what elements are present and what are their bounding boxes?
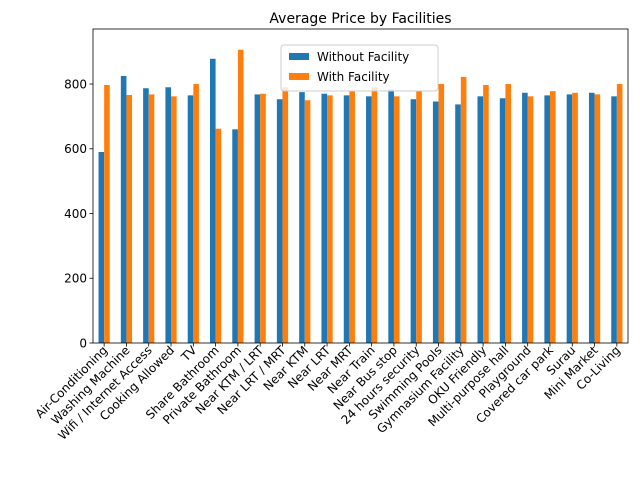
bar-with-23 [616,84,623,343]
bar-with-7 [260,93,266,343]
bar-without-13 [388,89,394,343]
chart-title: Average Price by Facilities [269,11,451,27]
bar-with-11 [349,90,355,344]
bar-with-10 [327,95,333,343]
y-ticks-layer: 0 200 400 600 800 [64,77,93,350]
bar-with-14 [416,90,422,344]
bar-without-20 [544,95,550,343]
bar-without-12 [366,96,372,343]
bar-without-8 [276,99,283,343]
y-tick-label-3: 600 [64,142,87,156]
bar-without-7 [254,94,261,343]
bar-without-2 [143,88,149,344]
bar-without-15 [432,101,439,343]
bar-with-3 [171,96,177,343]
bar-without-1 [120,75,127,343]
bar-with-16 [460,76,467,344]
bar-with-21 [572,92,578,343]
y-tick-label-2: 400 [64,207,87,221]
bar-with-2 [148,94,155,343]
bar-with-18 [505,84,511,343]
y-tick-label-0: 0 [79,336,87,350]
bar-with-19 [527,96,534,343]
bar-without-18 [499,98,506,343]
bars-layer [98,49,623,344]
y-tick-label-4: 800 [64,77,87,91]
legend-swatch-0 [289,53,309,60]
y-tick-label-1: 200 [64,272,87,286]
legend: Without Facility With Facility [280,44,439,92]
bar-with-9 [304,100,311,343]
bar-with-15 [438,84,445,343]
bar-without-5 [210,58,216,344]
bar-without-4 [187,95,194,343]
bar-with-8 [282,87,289,344]
bar-without-9 [299,92,305,343]
bar-without-11 [343,95,350,343]
bar-with-0 [104,85,110,343]
bar-without-10 [321,93,328,343]
axes-frame [92,28,629,344]
bar-without-3 [165,87,172,344]
bar-with-5 [215,128,222,343]
legend-swatch-1 [289,73,309,80]
bar-with-22 [594,94,601,343]
legend-label-1: With Facility [317,70,390,84]
bar-without-0 [98,152,105,343]
bar-without-23 [611,96,617,343]
bar-without-16 [455,104,461,343]
bar-without-17 [477,96,484,343]
legend-label-0: Without Facility [317,50,409,64]
bar-without-21 [566,94,573,343]
bar-with-20 [549,91,556,343]
bar-without-22 [588,92,595,343]
bar-with-4 [193,84,199,343]
bar-with-1 [126,95,133,344]
bar-without-19 [522,92,528,343]
legend-box [280,44,439,92]
bar-without-14 [410,99,417,343]
axes-layer [92,28,629,344]
bar-with-17 [483,85,489,343]
bar-with-12 [371,87,378,344]
bar-with-13 [393,96,400,343]
bar-with-6 [237,49,244,343]
bar-without-6 [232,129,238,343]
